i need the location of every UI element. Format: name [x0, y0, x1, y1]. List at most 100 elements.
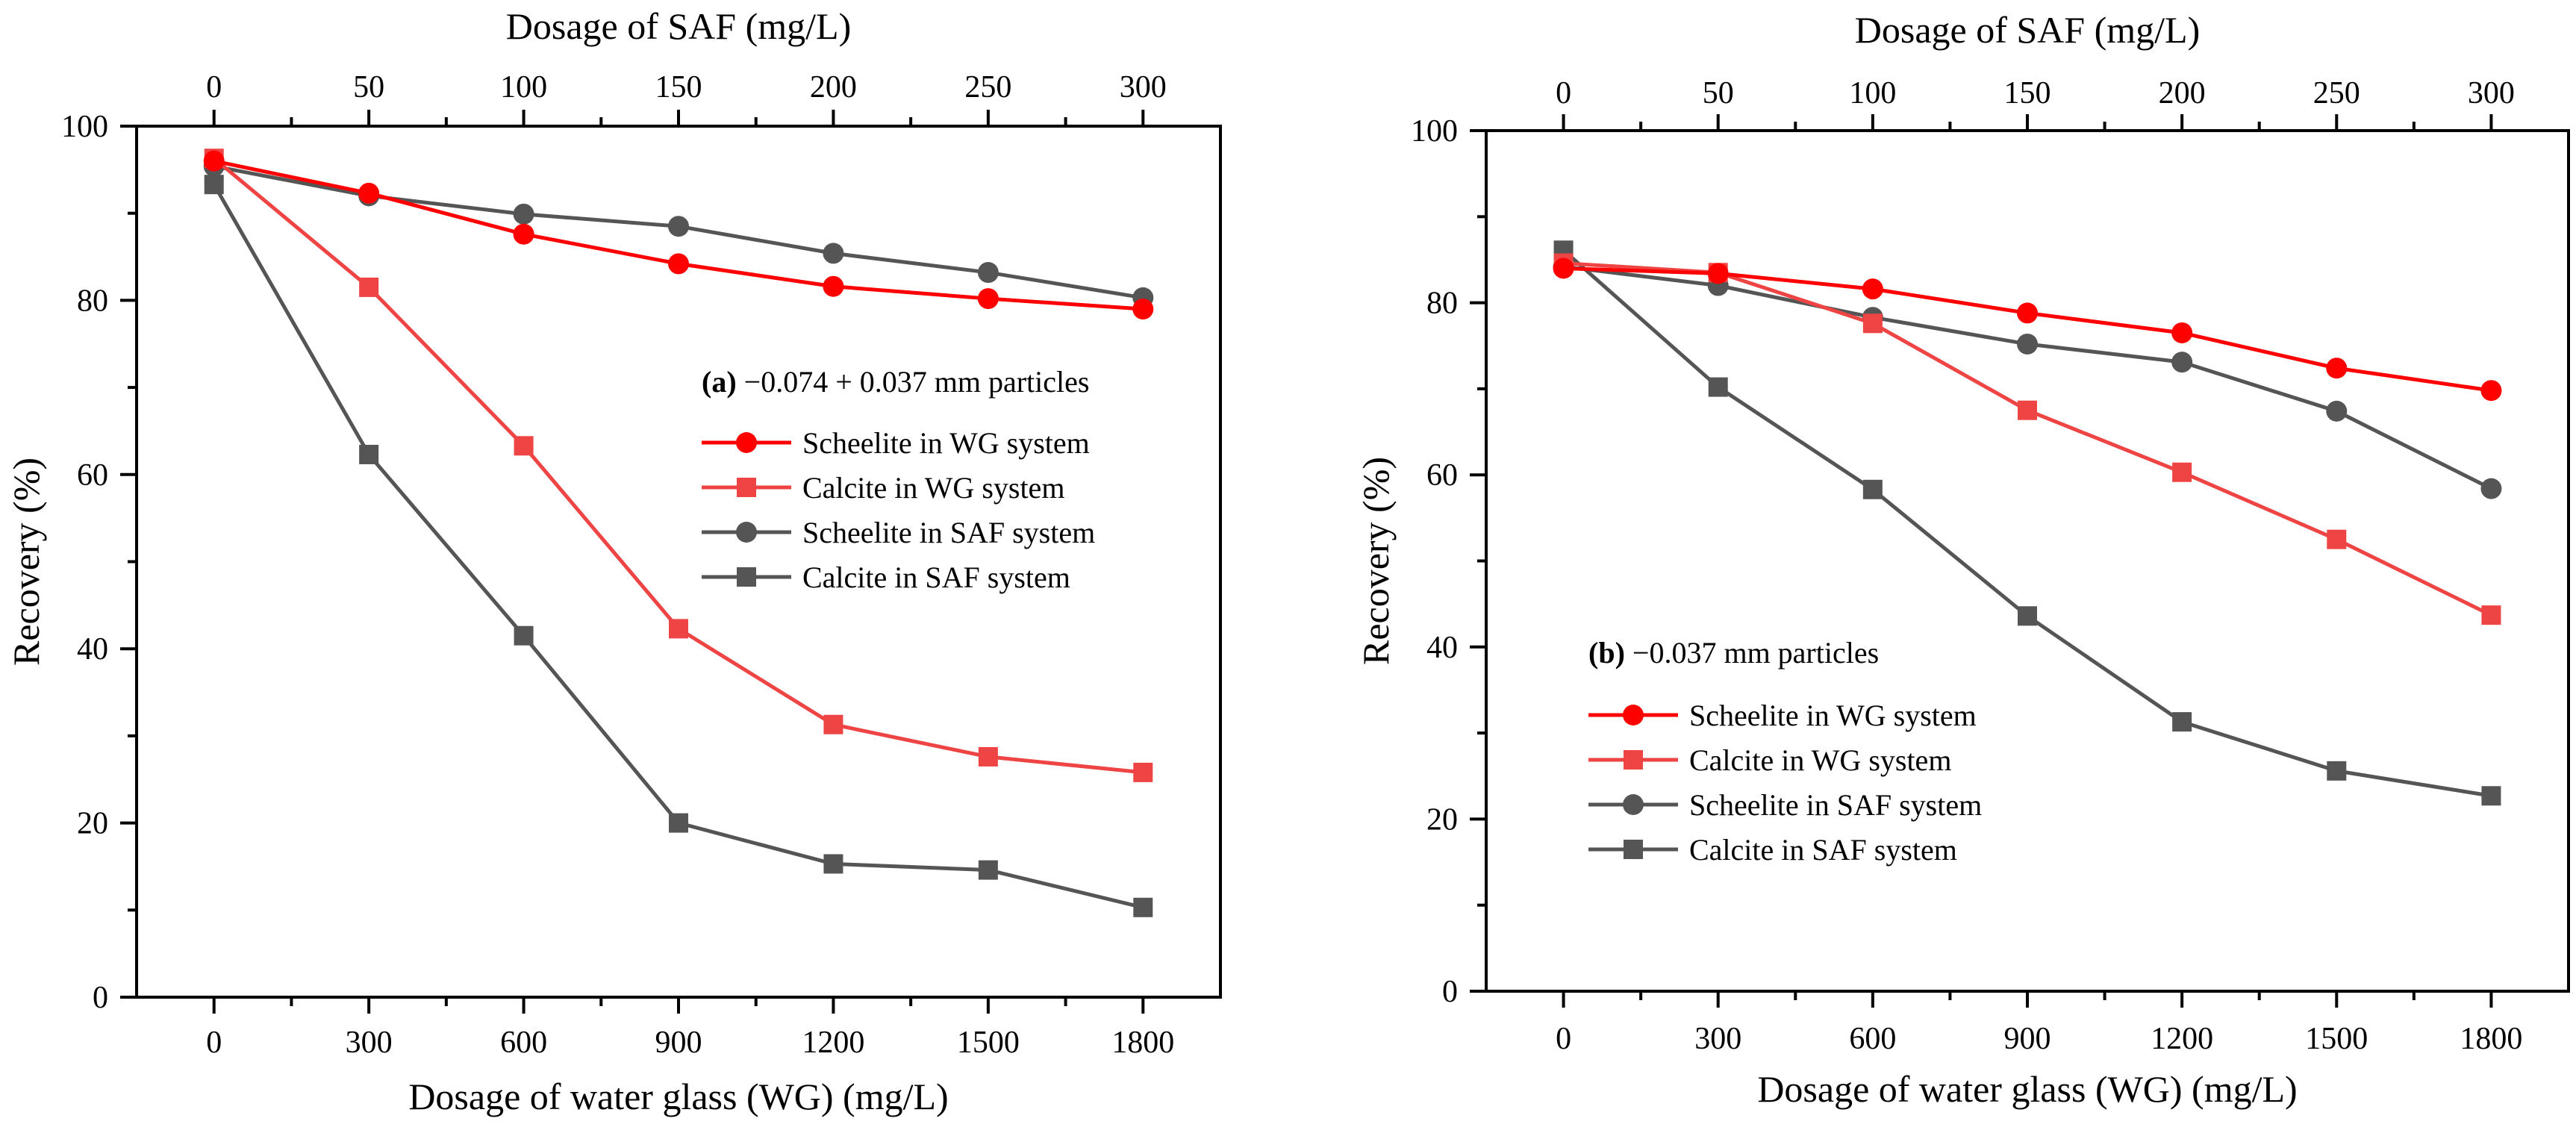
x2-tick-label: 200 — [2159, 76, 2206, 110]
data-point — [359, 444, 379, 464]
data-point — [514, 436, 534, 456]
y-tick-label: 60 — [77, 458, 108, 493]
data-point — [513, 223, 534, 245]
x-axis-title: Dosage of water glass (WG) (mg/L) — [1757, 1068, 2297, 1110]
data-point — [978, 746, 998, 767]
legend-label: Scheelite in WG system — [802, 426, 1090, 460]
data-point — [1133, 897, 1153, 917]
y-tick-label: 0 — [93, 981, 108, 1015]
data-point — [668, 253, 689, 275]
x-tick-label: 0 — [206, 1026, 222, 1060]
x2-tick-label: 100 — [1849, 76, 1896, 110]
legend-title-text: −0.037 mm particles — [1625, 636, 1879, 670]
x2-axis-title: Dosage of SAF (mg/L) — [1855, 9, 2200, 51]
legend-label: Calcite in SAF system — [1689, 833, 1957, 867]
data-point — [669, 619, 688, 639]
data-point — [514, 625, 534, 646]
legend-title: (b) −0.037 mm particles — [1588, 636, 1879, 670]
data-point — [2171, 322, 2193, 343]
y-axis-title: Recovery (%) — [1355, 457, 1397, 665]
x2-tick-label: 200 — [810, 70, 857, 104]
legend-marker — [737, 478, 756, 497]
plot-frame — [1485, 129, 2570, 993]
data-point — [1553, 258, 1574, 279]
series-line — [1563, 264, 2492, 490]
data-point — [978, 860, 998, 880]
data-point — [513, 203, 534, 225]
data-point — [823, 275, 844, 297]
data-point — [977, 288, 999, 310]
data-point — [668, 216, 689, 237]
x-tick-label: 900 — [2004, 1022, 2051, 1056]
y-tick-label: 0 — [1442, 975, 1458, 1009]
data-point — [823, 714, 843, 734]
data-point — [204, 175, 224, 195]
legend-label: Calcite in SAF system — [802, 561, 1070, 594]
y-tick-label: 20 — [1426, 802, 1458, 837]
data-point — [977, 262, 999, 284]
data-point — [2171, 352, 2193, 373]
x2-tick-label: 0 — [1556, 76, 1571, 110]
legend-label: Scheelite in SAF system — [802, 516, 1095, 549]
data-point — [2480, 478, 2502, 499]
x2-tick-label: 0 — [206, 70, 222, 104]
x2-tick-label: 250 — [2313, 76, 2360, 110]
x2-tick-label: 150 — [2004, 76, 2051, 110]
data-point — [203, 150, 225, 172]
x-tick-label: 1800 — [1111, 1026, 1174, 1060]
data-point — [359, 277, 379, 297]
x2-tick-label: 250 — [964, 70, 1011, 104]
data-point — [823, 243, 844, 264]
legend-marker — [736, 432, 757, 453]
data-point — [2172, 712, 2192, 732]
data-point — [669, 813, 688, 833]
legend-marker — [1624, 840, 1643, 859]
data-point — [823, 854, 843, 874]
chart-panel-a: 0030050600100900150120020015002501800300… — [5, 5, 1222, 1117]
chart-panel-b: 0030050600100900150120020015002501800300… — [1355, 9, 2570, 1110]
data-point — [2018, 400, 2037, 420]
legend-label: Scheelite in SAF system — [1689, 788, 1982, 822]
data-point — [1862, 313, 1883, 334]
data-point — [358, 182, 380, 204]
legend-marker — [1623, 705, 1644, 725]
legend-marker — [737, 567, 756, 587]
legend-label: Scheelite in WG system — [1689, 699, 1977, 732]
y-tick-label: 20 — [77, 807, 108, 841]
x-tick-label: 1500 — [957, 1026, 1020, 1060]
y-axis-title: Recovery (%) — [5, 458, 47, 666]
legend-title-text: −0.074 + 0.037 mm particles — [737, 365, 1090, 399]
data-point — [2018, 606, 2037, 626]
data-point — [1132, 299, 1154, 320]
data-point — [2480, 380, 2502, 402]
y-tick-label: 40 — [77, 632, 108, 667]
series-line — [213, 157, 1144, 775]
x2-tick-label: 100 — [500, 70, 547, 104]
legend-label: Calcite in WG system — [1689, 743, 1951, 777]
legend-marker — [736, 522, 757, 543]
x2-tick-label: 150 — [655, 70, 702, 104]
legend-marker — [1624, 750, 1643, 770]
y-tick-label: 100 — [1411, 114, 1458, 149]
x-tick-label: 1200 — [802, 1026, 864, 1060]
x-tick-label: 600 — [500, 1026, 547, 1060]
x-tick-label: 0 — [1556, 1022, 1571, 1056]
x-tick-label: 1200 — [2151, 1022, 2213, 1056]
x-tick-label: 300 — [1694, 1022, 1741, 1056]
data-point — [2327, 529, 2347, 549]
legend-title: (a) −0.074 + 0.037 mm particles — [702, 365, 1089, 399]
data-point — [1862, 479, 1883, 499]
x-tick-label: 600 — [1849, 1022, 1896, 1056]
x-tick-label: 300 — [346, 1026, 393, 1060]
y-tick-label: 60 — [1426, 458, 1458, 493]
x2-tick-label: 50 — [1703, 76, 1734, 110]
legend-title-letter: (b) — [1588, 636, 1625, 670]
data-point — [1707, 263, 1729, 284]
data-point — [1708, 377, 1728, 397]
y-tick-label: 80 — [1426, 287, 1458, 321]
data-point — [2017, 302, 2038, 324]
x-tick-label: 1800 — [2460, 1022, 2522, 1056]
x-tick-label: 900 — [655, 1026, 702, 1060]
data-point — [1862, 278, 1883, 300]
